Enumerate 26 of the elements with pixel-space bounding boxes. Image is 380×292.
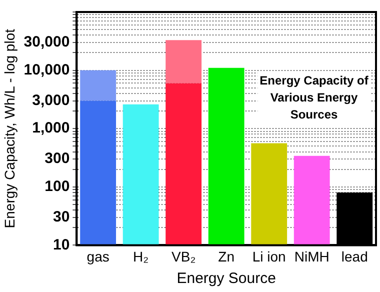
bar bbox=[80, 70, 116, 101]
y-axis-title: Energy Capacity, Wh/L - log plot bbox=[1, 28, 18, 228]
x-axis-title: Energy Source bbox=[176, 270, 276, 288]
bar bbox=[122, 104, 159, 246]
x-tick-label: gas bbox=[86, 248, 110, 264]
y-tick-label: 1,000 bbox=[32, 120, 70, 137]
bar bbox=[208, 68, 244, 246]
y-tick-label: 30 bbox=[52, 208, 70, 226]
y-tick-label: 100 bbox=[44, 178, 70, 196]
y-tick-label: 10,000 bbox=[24, 61, 70, 78]
y-tick-label: 300 bbox=[44, 150, 70, 168]
y-tick-label: 10 bbox=[52, 236, 70, 254]
text: Energy Capacity of Various Energy Sources bbox=[260, 73, 370, 122]
bar bbox=[166, 40, 202, 84]
x-tick-label: VB₂ bbox=[172, 248, 196, 264]
x-tick-label: Zn bbox=[218, 248, 235, 264]
x-tick-label: NiMH bbox=[294, 248, 330, 264]
bar bbox=[80, 100, 116, 246]
x-tick-label: Li ion bbox=[252, 248, 286, 264]
x-tick-label: H₂ bbox=[133, 248, 149, 264]
bar bbox=[294, 156, 330, 246]
x-tick-label: lead bbox=[341, 248, 368, 264]
y-tick-label: 30,000 bbox=[24, 34, 70, 51]
bar bbox=[166, 83, 202, 246]
y-tick-label: 3,000 bbox=[32, 92, 70, 109]
bar bbox=[251, 143, 288, 246]
